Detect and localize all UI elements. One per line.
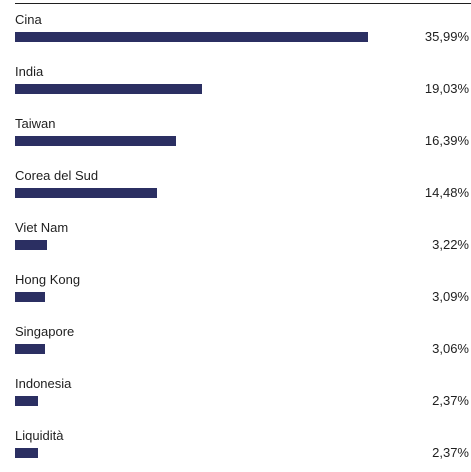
- bar: [15, 344, 45, 354]
- bar-row: Corea del Sud 14,48%: [0, 160, 471, 212]
- value-label: 14,48%: [424, 185, 469, 200]
- value-label: 35,99%: [424, 29, 469, 44]
- category-label: Liquidità: [15, 428, 64, 443]
- value-label: 3,06%: [432, 341, 469, 356]
- bar: [15, 396, 38, 406]
- bar: [15, 448, 38, 458]
- bar-row: Viet Nam 3,22%: [0, 212, 471, 264]
- category-label: Corea del Sud: [15, 168, 99, 183]
- bar-row: Liquidità 2,37%: [0, 420, 471, 472]
- category-label: Cina: [15, 12, 42, 27]
- value-label: 16,39%: [424, 133, 469, 148]
- category-label: India: [15, 64, 44, 79]
- bar-row: Taiwan 16,39%: [0, 108, 471, 160]
- bar: [15, 84, 202, 94]
- bar-row: Cina 35,99%: [0, 4, 471, 56]
- category-label: Indonesia: [15, 376, 72, 391]
- bar: [15, 292, 45, 302]
- value-label: 3,09%: [432, 289, 469, 304]
- value-label: 2,37%: [432, 393, 469, 408]
- bar: [15, 32, 368, 42]
- value-label: 19,03%: [424, 81, 469, 96]
- bar-row: Singapore 3,06%: [0, 316, 471, 368]
- bar-row: India 19,03%: [0, 56, 471, 108]
- bar: [15, 136, 176, 146]
- category-label: Hong Kong: [15, 272, 81, 287]
- value-label: 2,37%: [432, 445, 469, 460]
- country-allocation-chart: Cina 35,99% India 19,03% Taiwan 16,39% Corea d…: [0, 3, 471, 460]
- category-label: Viet Nam: [15, 220, 69, 235]
- bar-row: Hong Kong 3,09%: [0, 264, 471, 316]
- value-label: 3,22%: [432, 237, 469, 252]
- bar: [15, 240, 47, 250]
- category-label: Taiwan: [15, 116, 56, 131]
- category-label: Singapore: [15, 324, 75, 339]
- bar-row: Indonesia 2,37%: [0, 368, 471, 420]
- top-divider: [15, 3, 471, 4]
- bar: [15, 188, 157, 198]
